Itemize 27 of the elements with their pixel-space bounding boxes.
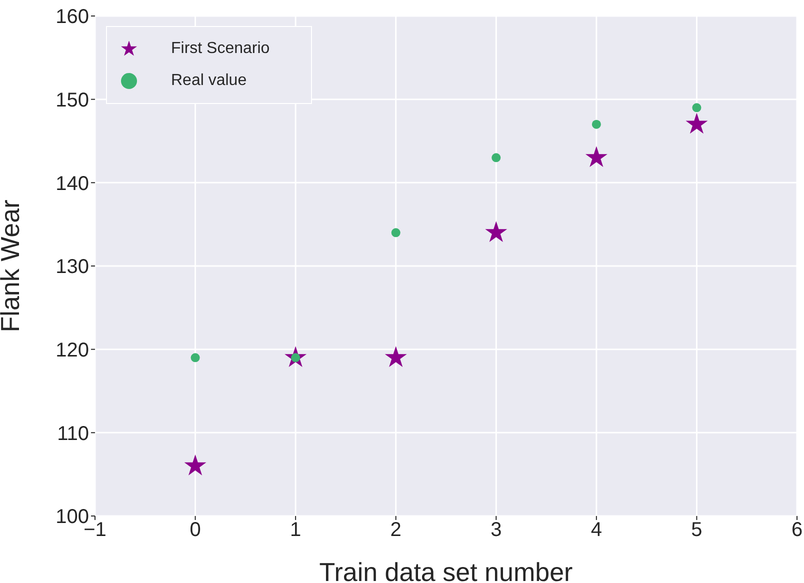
x-tick-label: 6 xyxy=(791,519,803,542)
x-tick-label: 4 xyxy=(590,519,602,542)
x-tick-label: 5 xyxy=(691,519,702,542)
y-axis-title: Flank Wear xyxy=(0,199,26,332)
legend-label: Real value xyxy=(171,71,248,91)
y-tick-label: 140 xyxy=(56,172,89,195)
point xyxy=(190,353,200,362)
x-tick-label: 0 xyxy=(190,519,201,542)
point xyxy=(692,103,702,112)
legend-label: First Scenario xyxy=(171,39,271,59)
y-tick-label: 110 xyxy=(57,422,89,445)
y-tick-label: 160 xyxy=(56,6,89,28)
point xyxy=(485,221,508,242)
point xyxy=(184,454,206,476)
x-tick-label: 2 xyxy=(390,519,402,542)
point xyxy=(384,346,407,368)
point xyxy=(492,153,501,162)
x-axis-title: Train data set number xyxy=(319,557,574,583)
point xyxy=(585,146,608,168)
point xyxy=(391,228,400,238)
x-tick-label: 3 xyxy=(490,519,502,542)
y-tick-label: 130 xyxy=(56,256,89,278)
x-tick-label: 1 xyxy=(290,519,302,542)
y-tick-label: 150 xyxy=(56,89,89,112)
point xyxy=(592,120,601,129)
point xyxy=(686,112,708,134)
y-tick-label: 120 xyxy=(56,339,89,362)
